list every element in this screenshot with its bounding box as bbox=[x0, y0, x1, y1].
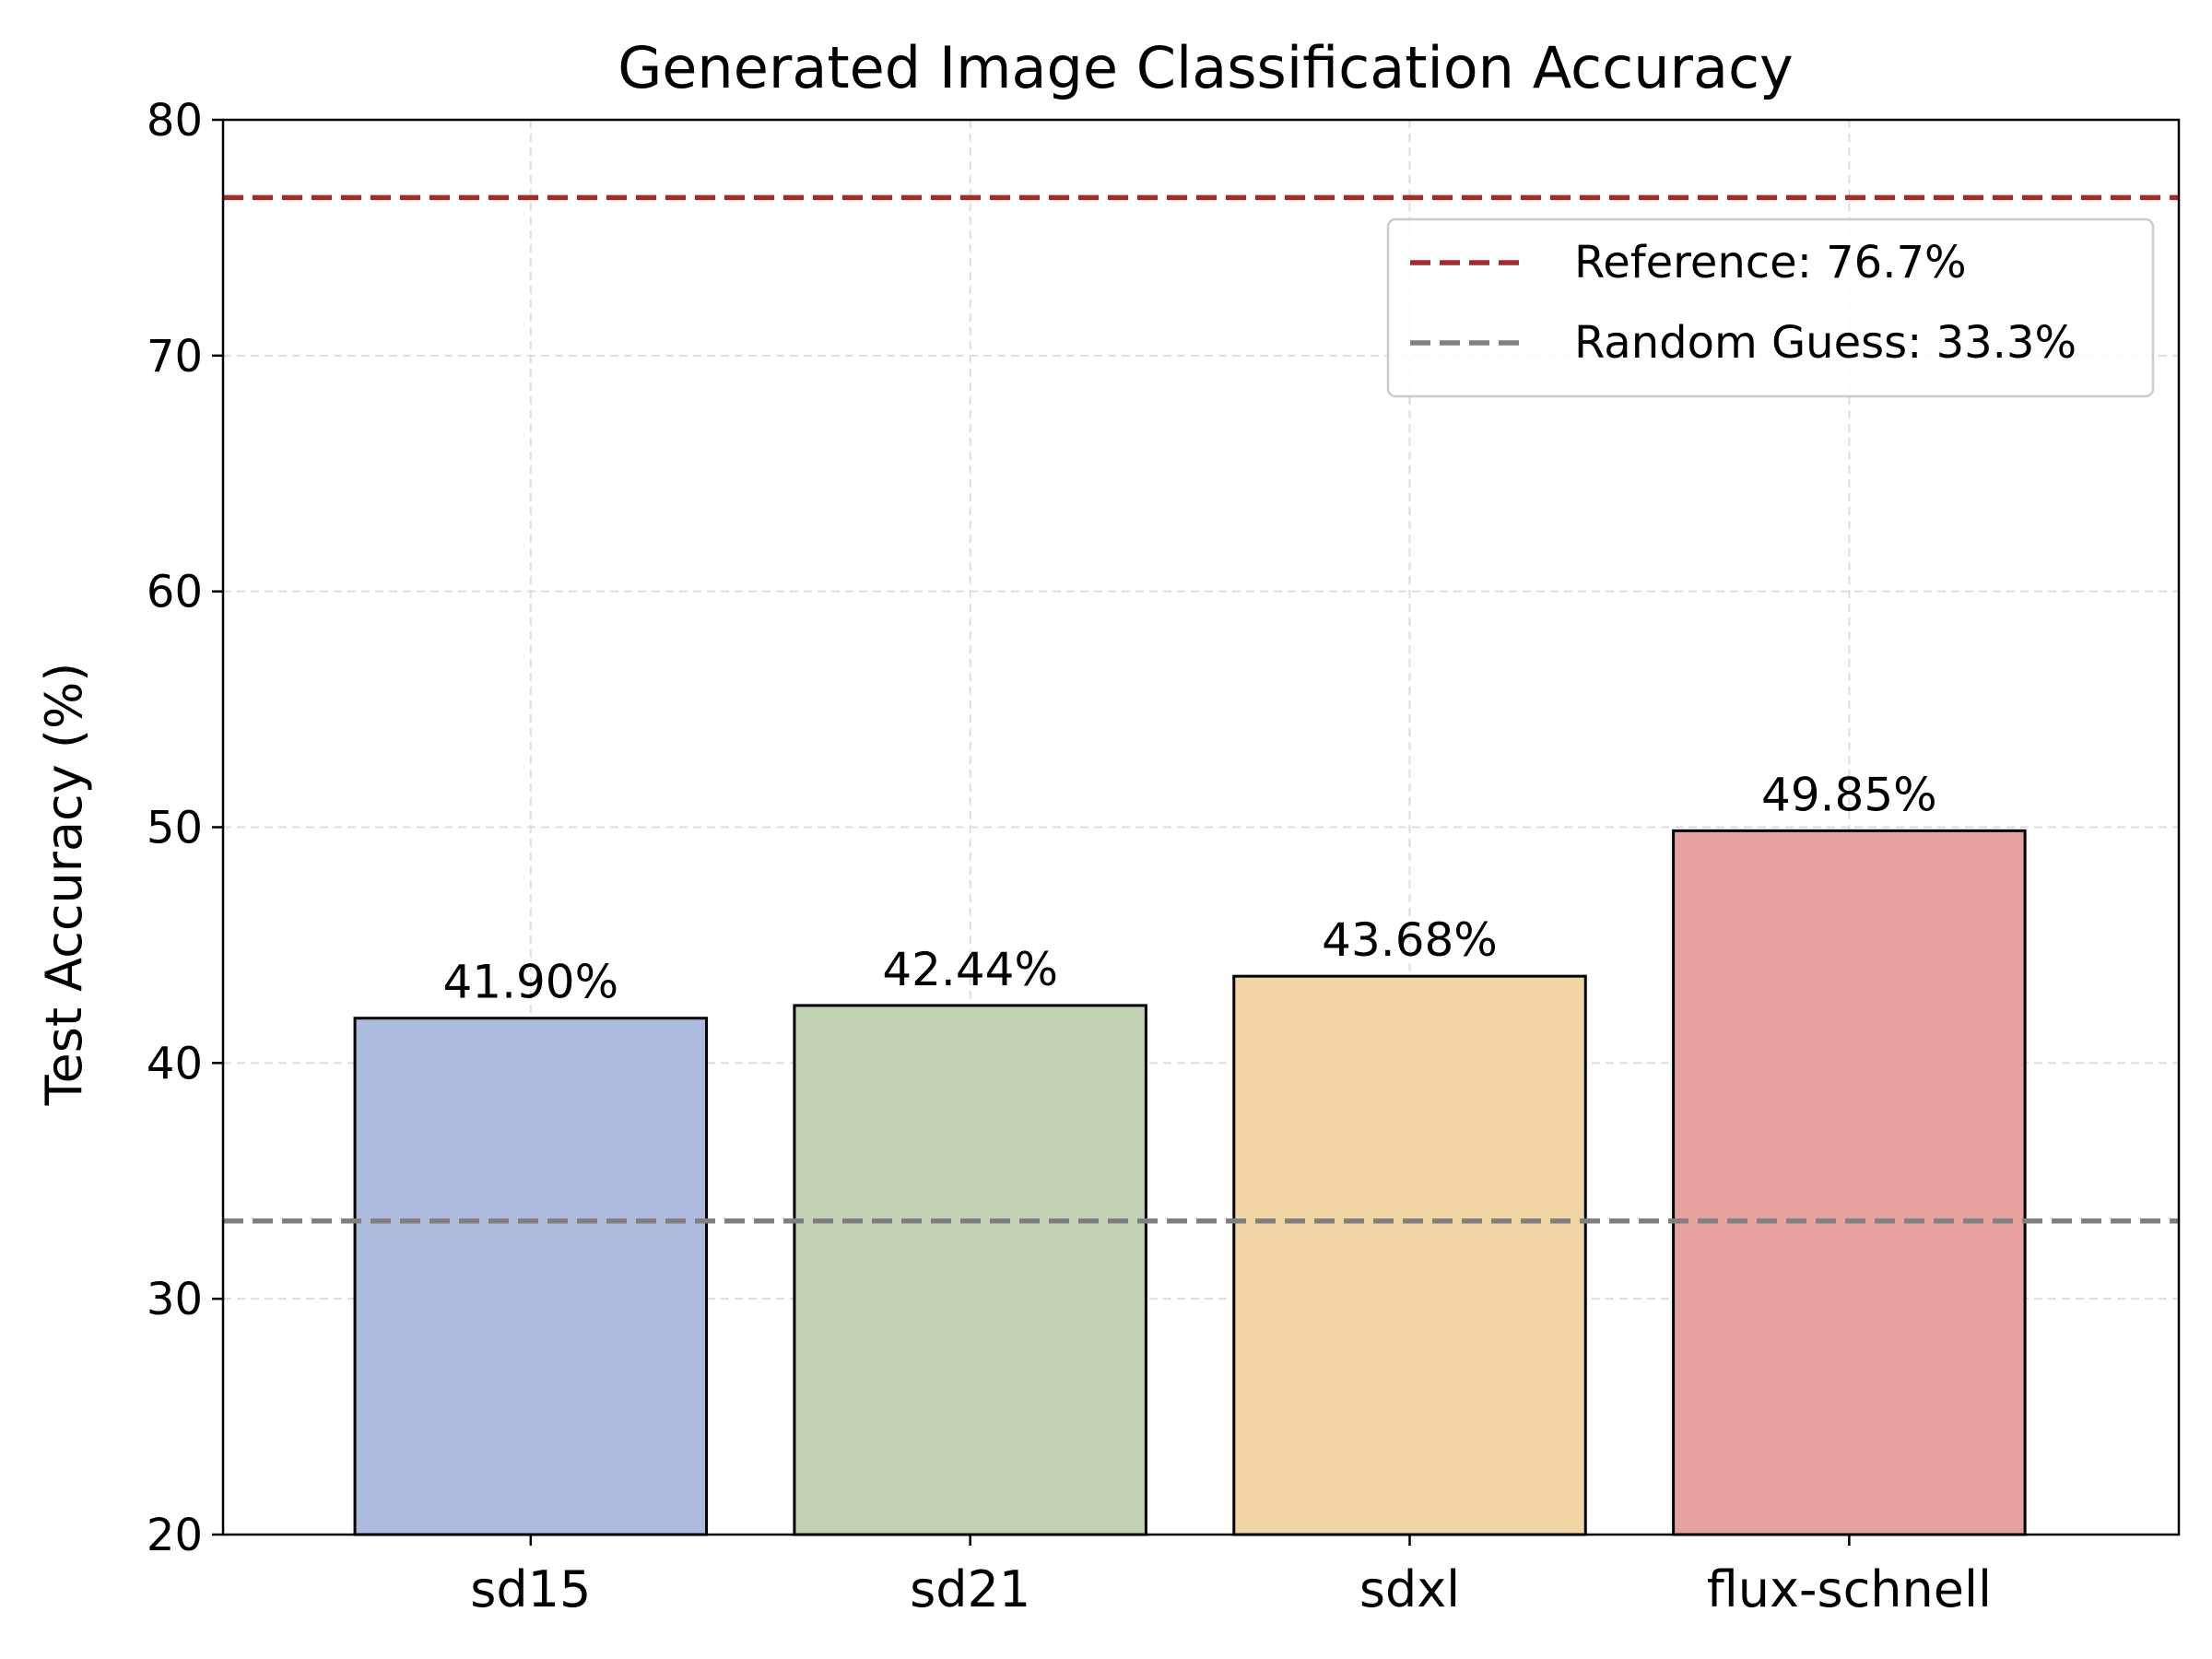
y-tick-label: 50 bbox=[147, 803, 203, 854]
bar-value-labels: 41.90% 42.44% 43.68% 49.85% bbox=[442, 768, 1936, 1008]
legend: Reference: 76.7% Random Guess: 33.3% bbox=[1386, 218, 2155, 398]
y-tick-label: 30 bbox=[147, 1274, 203, 1325]
legend-box bbox=[1386, 218, 2155, 398]
bar-value-label: 42.44% bbox=[882, 943, 1058, 996]
y-tick-label: 70 bbox=[147, 331, 203, 382]
x-tick-label: flux-schnell bbox=[1707, 1560, 1992, 1618]
y-tick-label: 80 bbox=[147, 95, 203, 147]
y-tick-label: 20 bbox=[147, 1510, 203, 1561]
y-axis-ticks: 20 30 40 50 60 70 80 bbox=[147, 95, 223, 1561]
bar-value-label: 41.90% bbox=[442, 956, 618, 1009]
x-axis-ticks: sd15 sd21 sdxl flux-schnell bbox=[470, 1535, 1992, 1618]
bars bbox=[353, 829, 2027, 1536]
bar-value-label: 43.68% bbox=[1322, 913, 1498, 967]
chart-title: Generated Image Classification Accuracy bbox=[618, 34, 1794, 101]
legend-random-guess-label: Random Guess: 33.3% bbox=[1574, 317, 2077, 369]
y-tick-label: 40 bbox=[147, 1038, 203, 1089]
x-tick-label: sd21 bbox=[910, 1560, 1030, 1618]
bar-flux-schnell bbox=[1672, 829, 2027, 1536]
reference-lines bbox=[223, 194, 2179, 1224]
bar-sd21 bbox=[793, 1004, 1147, 1536]
bar-sdxl bbox=[1232, 974, 1587, 1536]
bar-sd15 bbox=[353, 1017, 709, 1536]
x-tick-label: sdxl bbox=[1359, 1560, 1460, 1618]
x-tick-label: sd15 bbox=[470, 1560, 591, 1618]
bar-value-label: 49.85% bbox=[1761, 768, 1937, 821]
legend-reference-label: Reference: 76.7% bbox=[1574, 237, 1967, 288]
y-tick-label: 60 bbox=[147, 567, 203, 618]
y-axis-label: Test Accuracy (%) bbox=[35, 663, 93, 1107]
